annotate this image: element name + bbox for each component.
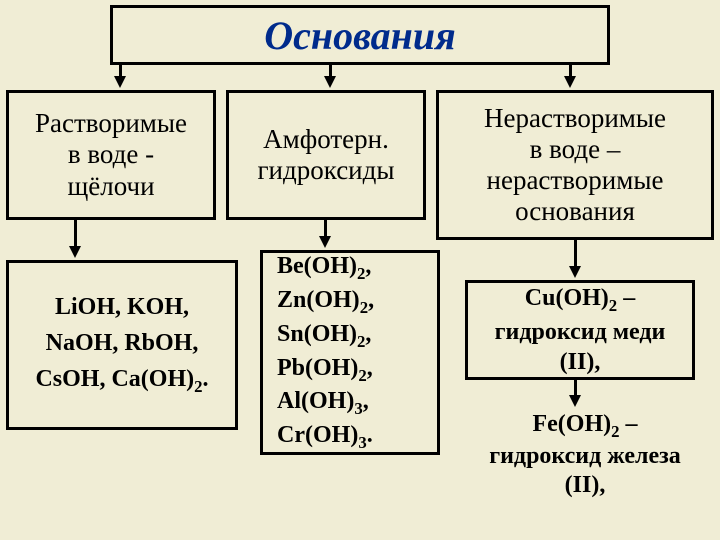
category-amphoteric-label: Амфотерн.гидроксиды (257, 124, 394, 186)
examples-amphoteric: Be(OH)2,Zn(OH)2,Sn(OH)2,Pb(OH)2,Al(OH)3,… (260, 250, 440, 455)
category-amphoteric: Амфотерн.гидроксиды (226, 90, 426, 220)
diagram-title: Основания (264, 12, 456, 59)
title-box: Основания (110, 5, 610, 65)
examples-insoluble-b: Fe(OH)2 –гидроксид железа(II), (470, 410, 700, 500)
examples-soluble-text: LiOH, KOH,NaOH, RbOH,CsOH, Ca(OH)2. (35, 286, 208, 404)
category-soluble: Растворимыев воде -щёлочи (6, 90, 216, 220)
category-insoluble-label: Нерастворимыев воде –нерастворимыеоснова… (484, 103, 666, 227)
examples-insoluble-a-text: Cu(OH)2 –гидроксид меди(II), (495, 283, 666, 377)
examples-insoluble-a: Cu(OH)2 –гидроксид меди(II), (465, 280, 695, 380)
examples-soluble: LiOH, KOH,NaOH, RbOH,CsOH, Ca(OH)2. (6, 260, 238, 430)
category-insoluble: Нерастворимыев воде –нерастворимыеоснова… (436, 90, 714, 240)
examples-amphoteric-text: Be(OH)2,Zn(OH)2,Sn(OH)2,Pb(OH)2,Al(OH)3,… (277, 251, 374, 454)
category-soluble-label: Растворимыев воде -щёлочи (35, 108, 187, 201)
